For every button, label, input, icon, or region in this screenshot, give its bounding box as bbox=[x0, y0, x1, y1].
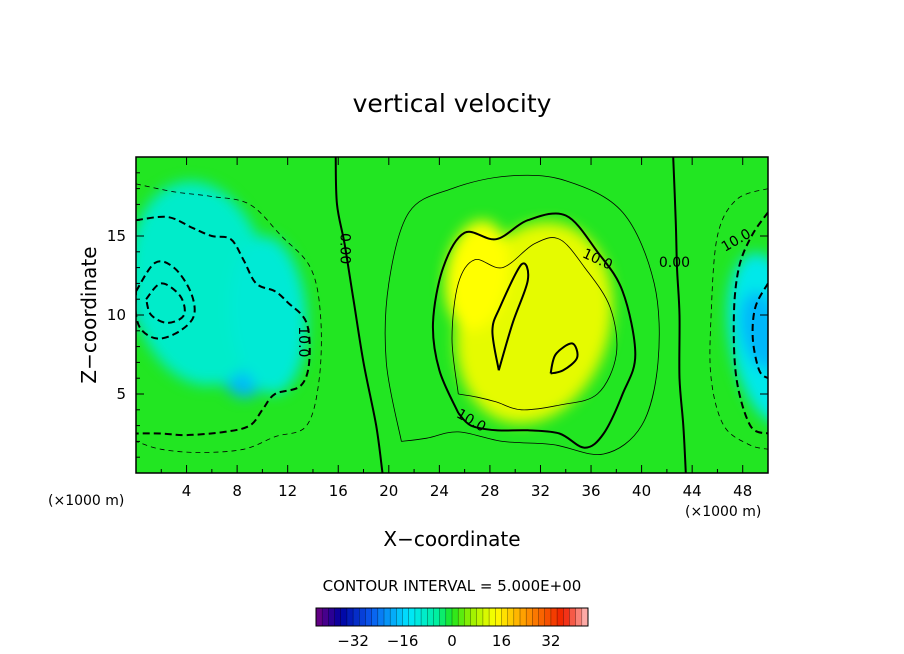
x-tick-label: 40 bbox=[632, 482, 651, 500]
contour-line bbox=[136, 215, 311, 437]
colorbar-cell bbox=[569, 608, 577, 626]
colorbar-cell bbox=[532, 608, 540, 626]
colorbar-cell bbox=[581, 608, 589, 626]
colorbar-cell bbox=[470, 608, 478, 626]
colorbar-cell bbox=[359, 608, 366, 626]
colorbar-cell bbox=[390, 608, 397, 626]
x-tick-label: 20 bbox=[379, 482, 398, 500]
colorbar-tick-label: −16 bbox=[387, 632, 419, 650]
colorbar-cells bbox=[315, 608, 589, 626]
colorbar-cell bbox=[495, 608, 502, 626]
contour-line bbox=[732, 211, 768, 435]
colorbar-cell bbox=[513, 608, 521, 626]
colorbar-cell bbox=[371, 608, 379, 626]
colorbar-cell bbox=[377, 608, 385, 626]
colorbar-ticks: −32 −16 0 16 32 bbox=[337, 632, 560, 650]
contour-line bbox=[334, 157, 384, 473]
colorbar-cell bbox=[433, 608, 441, 626]
contour-line bbox=[451, 237, 618, 411]
colorbar-cell bbox=[353, 608, 360, 626]
colorbar-tick-label: 0 bbox=[447, 632, 457, 650]
colorbar-cell bbox=[427, 608, 434, 626]
colorbar-frame bbox=[315, 607, 589, 627]
contour-line bbox=[384, 174, 660, 455]
colorbar-cell bbox=[538, 608, 546, 626]
colorbar-cell bbox=[316, 608, 323, 626]
x-tick-label: 36 bbox=[581, 482, 600, 500]
contour-line bbox=[549, 342, 579, 375]
colorbar-cell bbox=[334, 608, 342, 626]
colorbar-tick-label: 32 bbox=[541, 632, 560, 650]
colorbar: −32 −16 0 16 32 bbox=[315, 607, 589, 650]
y-tick-label: 10 bbox=[107, 306, 126, 324]
colorbar-cell bbox=[414, 608, 422, 626]
colorbar-cell bbox=[482, 608, 490, 626]
contour-line bbox=[491, 262, 530, 371]
colorbar-cell bbox=[384, 608, 391, 626]
colorbar-cell bbox=[421, 608, 428, 626]
x-axis-label: X−coordinate bbox=[383, 527, 520, 551]
x-tick-label: 24 bbox=[430, 482, 449, 500]
colorbar-cell bbox=[575, 608, 583, 626]
x-unit-left: (×1000 m) bbox=[48, 493, 124, 509]
colorbar-cell bbox=[396, 608, 404, 626]
colorbar-tick-label: 16 bbox=[492, 632, 511, 650]
x-tick-label: 32 bbox=[531, 482, 550, 500]
contour-lines bbox=[136, 157, 768, 473]
colorbar-cell bbox=[544, 608, 552, 626]
colorbar-cell bbox=[476, 608, 484, 626]
colorbar-cell bbox=[557, 608, 564, 626]
colorbar-cell bbox=[445, 608, 453, 626]
x-axis-ticks: 4 8 12 16 20 24 28 32 36 40 44 48 bbox=[160, 157, 752, 500]
field-blob bbox=[230, 236, 307, 394]
x-tick-label: 28 bbox=[480, 482, 499, 500]
colorbar-cell bbox=[520, 608, 527, 626]
x-tick-label: 44 bbox=[683, 482, 702, 500]
y-axis-label: Z−coordinate bbox=[77, 246, 101, 383]
contour-line bbox=[136, 260, 196, 340]
colorbar-cell bbox=[550, 608, 558, 626]
contour-interval-label: CONTOUR INTERVAL = 5.000E+00 bbox=[323, 577, 582, 595]
colorbar-cell bbox=[322, 608, 329, 626]
x-tick-label: 48 bbox=[733, 482, 752, 500]
colorbar-cell bbox=[402, 608, 410, 626]
colorbar-cell bbox=[501, 608, 509, 626]
colorbar-cell bbox=[408, 608, 416, 626]
y-tick-label: 5 bbox=[116, 385, 126, 403]
contour-label: 10.0 bbox=[295, 326, 311, 357]
contour-label: 0.00 bbox=[337, 233, 353, 264]
contour-line bbox=[145, 282, 186, 324]
chart-title: vertical velocity bbox=[353, 89, 552, 118]
field-blob bbox=[740, 291, 768, 370]
y-axis-ticks: 5 10 15 bbox=[107, 172, 768, 458]
contour-label: 0.00 bbox=[659, 255, 690, 271]
field-blob bbox=[445, 220, 510, 331]
y-tick-label: 15 bbox=[107, 227, 126, 245]
contour-line bbox=[709, 188, 768, 450]
colorbar-cell bbox=[452, 608, 459, 626]
colorbar-cell bbox=[340, 608, 348, 626]
contour-line bbox=[672, 157, 687, 473]
x-tick-label: 4 bbox=[182, 482, 192, 500]
colorbar-cell bbox=[489, 608, 496, 626]
colorbar-cell bbox=[328, 608, 336, 626]
colorbar-cell bbox=[526, 608, 533, 626]
colorbar-tick-label: −32 bbox=[337, 632, 369, 650]
contour-line bbox=[751, 282, 768, 380]
colorbar-cell bbox=[458, 608, 465, 626]
colorbar-cell bbox=[563, 608, 570, 626]
colorbar-cell bbox=[365, 608, 373, 626]
colorbar-cell bbox=[439, 608, 447, 626]
x-tick-label: 8 bbox=[232, 482, 242, 500]
x-tick-label: 12 bbox=[278, 482, 297, 500]
colorbar-cell bbox=[507, 608, 515, 626]
colorbar-cell bbox=[346, 608, 354, 626]
colorbar-cell bbox=[464, 608, 472, 626]
x-unit-right: (×1000 m) bbox=[685, 504, 761, 520]
contour-line bbox=[431, 212, 637, 449]
x-tick-label: 16 bbox=[329, 482, 348, 500]
